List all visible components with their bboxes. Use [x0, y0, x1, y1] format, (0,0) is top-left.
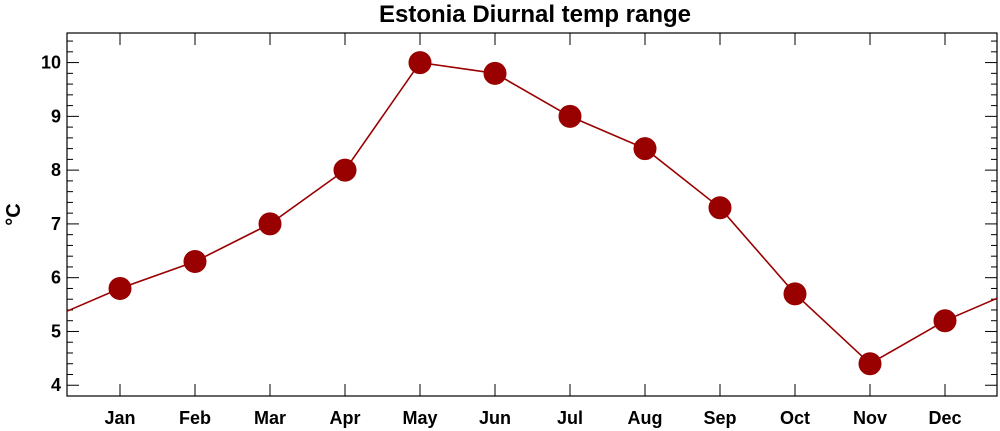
x-tick-label: Sep	[703, 408, 736, 428]
y-tick-label: 8	[51, 160, 61, 180]
x-tick-label: Dec	[928, 408, 961, 428]
x-tick-label: Apr	[330, 408, 361, 428]
series-line	[66, 61, 998, 365]
x-tick-label: Jun	[479, 408, 511, 428]
data-point	[258, 212, 282, 236]
axes	[66, 32, 998, 397]
tick-labels: 4 5 6 7 8 9 10 Jan Feb Mar Apr May Jun Jul Aug Sep Oct No…	[41, 53, 962, 428]
y-tick-label: 7	[51, 214, 61, 234]
x-tick-label: Feb	[179, 408, 211, 428]
data-point	[108, 276, 132, 300]
y-tick-label: 6	[51, 268, 61, 288]
data-point	[333, 158, 357, 182]
x-tick-label: Jan	[104, 408, 135, 428]
data-points	[108, 51, 957, 376]
y-axis-label: °C	[3, 203, 25, 225]
x-tick-label: Nov	[853, 408, 887, 428]
x-tick-label: Jul	[557, 408, 583, 428]
data-point	[558, 104, 582, 128]
data-point	[933, 309, 957, 333]
y-tick-label: 10	[41, 53, 61, 73]
x-tick-label: Oct	[780, 408, 810, 428]
data-point	[708, 196, 732, 220]
data-point	[633, 137, 657, 161]
x-tick-label: Mar	[254, 408, 286, 428]
data-point	[783, 282, 807, 306]
y-tick-label: 5	[51, 321, 61, 341]
data-point	[858, 352, 882, 376]
data-line	[66, 61, 998, 365]
y-tick-label: 9	[51, 106, 61, 126]
x-tick-label: Aug	[628, 408, 663, 428]
plot-frame	[66, 32, 998, 397]
data-point	[183, 250, 207, 274]
data-point	[408, 51, 432, 75]
axis-ticks	[67, 33, 997, 396]
y-tick-label: 4	[51, 375, 61, 395]
data-point	[483, 61, 507, 85]
x-tick-label: May	[402, 408, 437, 428]
chart-title: Estonia Diurnal temp range	[378, 1, 692, 28]
